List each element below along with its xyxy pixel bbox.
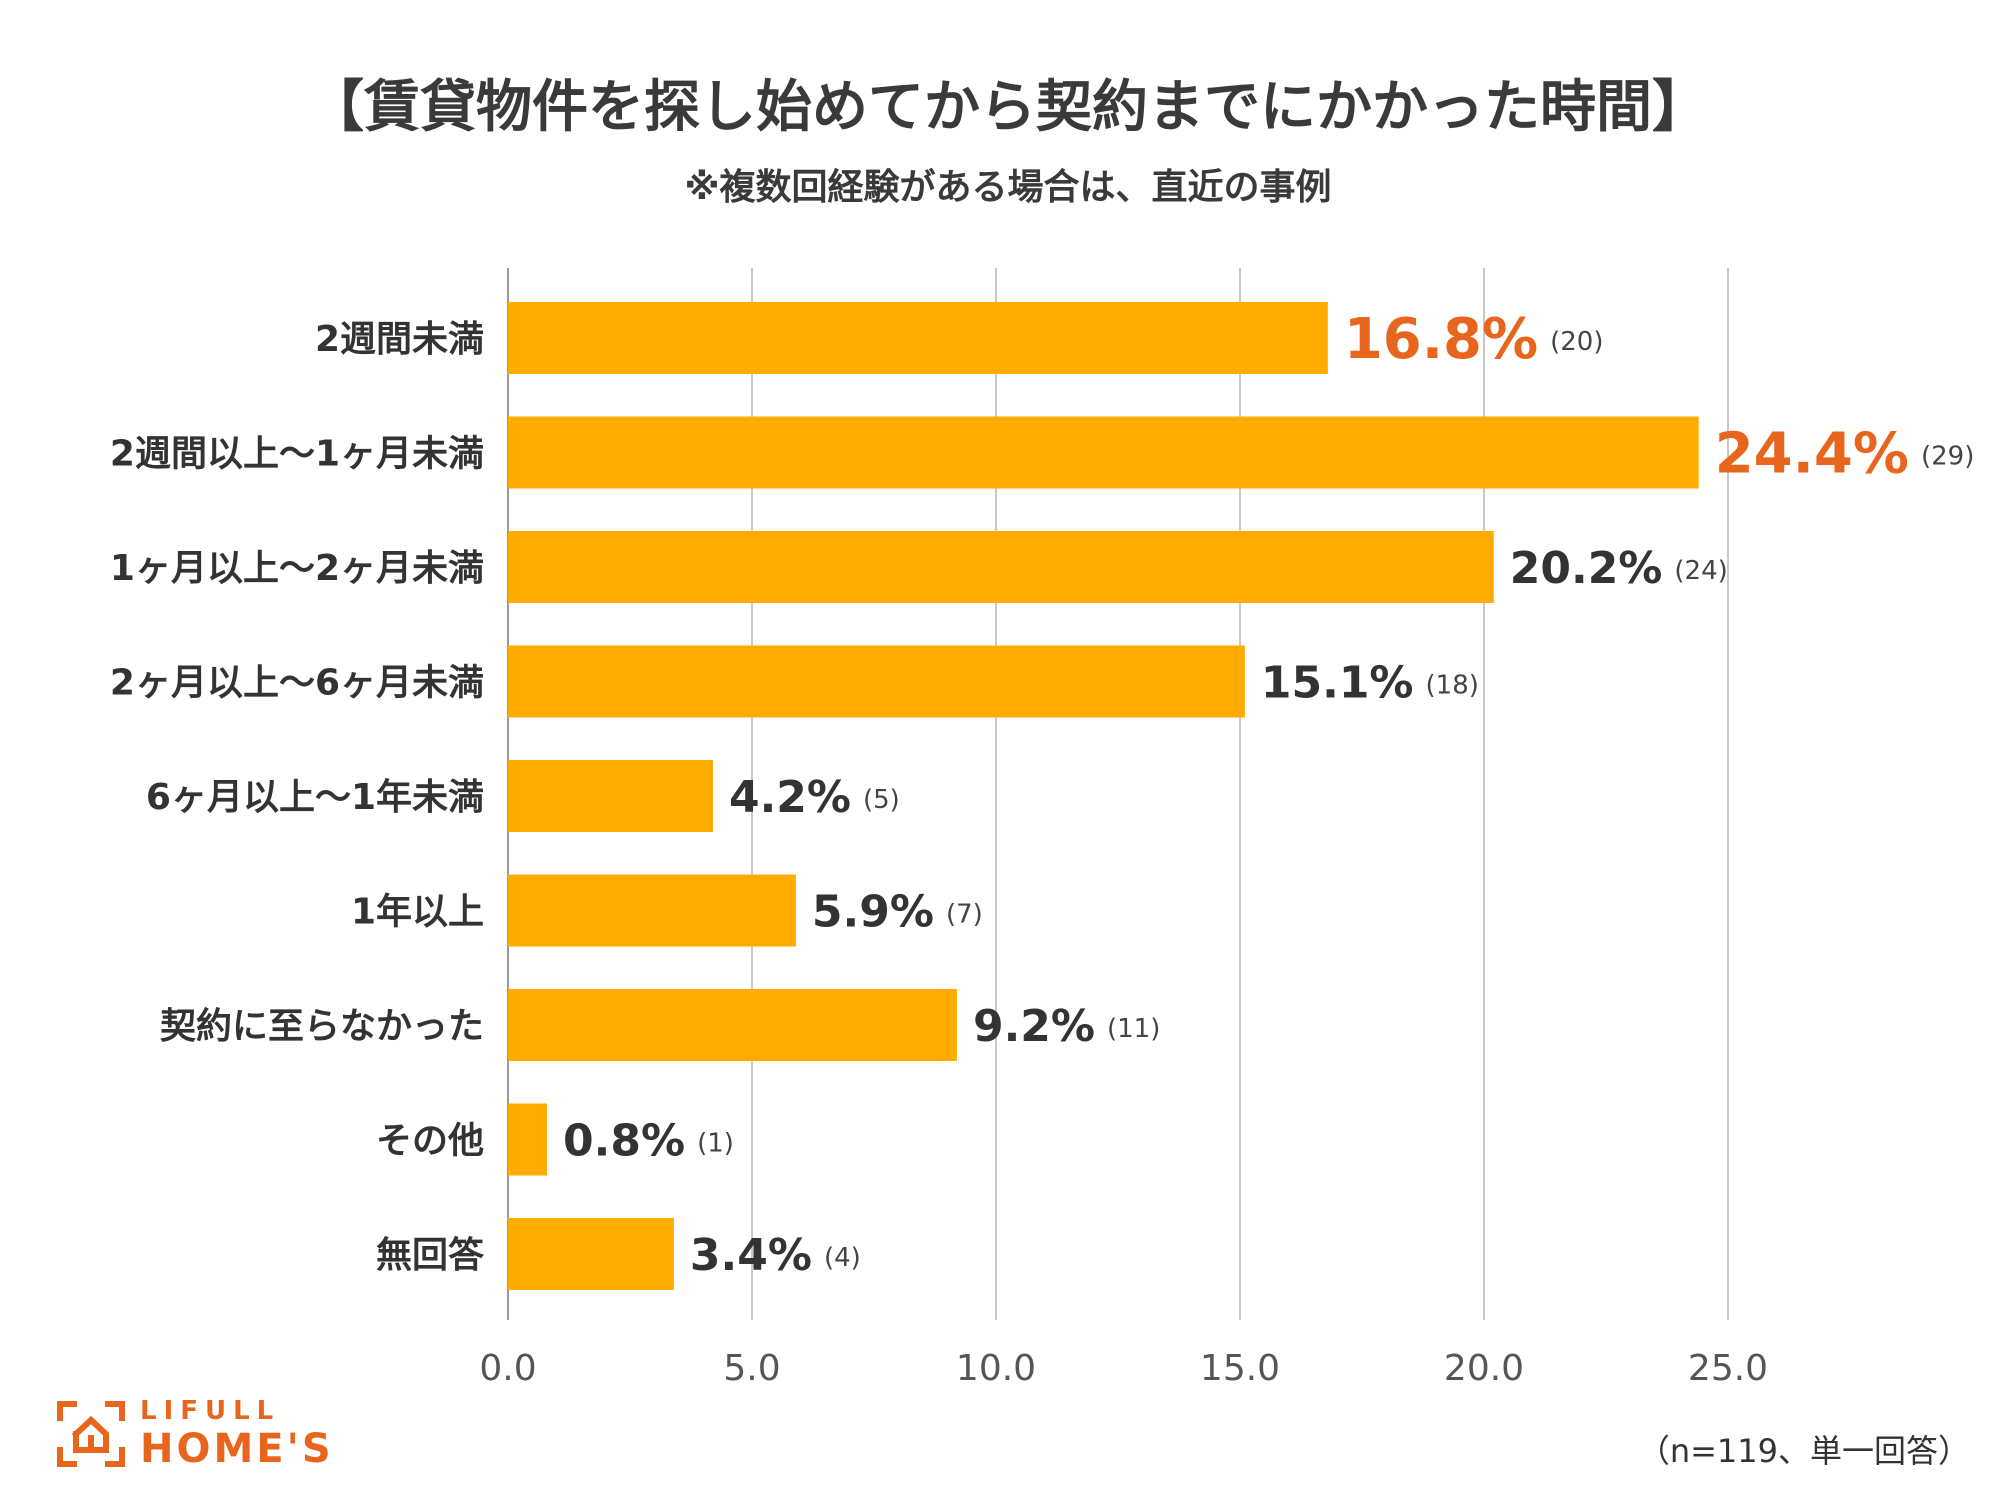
count-label: (11) (1107, 1014, 1160, 1044)
lifull-homes-logo: LIFULL HOME'S (56, 1396, 356, 1476)
sample-note: （n=119、単一回答） (1637, 1432, 1970, 1470)
x-tick-label: 15.0 (1200, 1348, 1280, 1389)
x-tick-label: 25.0 (1688, 1348, 1768, 1389)
value-label: 20.2% (1510, 543, 1663, 594)
count-label: (29) (1921, 442, 1974, 472)
logo-text-homes: HOME'S (140, 1426, 334, 1472)
chart-title: 【賃貸物件を探し始めてから契約までにかかった時間】 (308, 75, 1708, 140)
value-label: 15.1% (1261, 658, 1414, 709)
bar (508, 302, 1328, 374)
bar (508, 760, 713, 832)
value-label: 3.4% (690, 1230, 812, 1281)
count-label: (1) (697, 1129, 734, 1159)
category-label: 契約に至らなかった (160, 1006, 484, 1047)
bar (508, 1103, 548, 1176)
house-logo-icon (57, 1401, 125, 1467)
x-tick-label: 5.0 (723, 1348, 780, 1389)
count-label: (4) (824, 1243, 861, 1273)
count-label: (18) (1426, 671, 1479, 701)
chart-subtitle: ※複数回経験がある場合は、直近の事例 (684, 167, 1332, 208)
value-label: 4.2% (729, 772, 851, 823)
category-label: 2週間未満 (315, 319, 484, 360)
category-label: 無回答 (376, 1235, 485, 1276)
value-label: 9.2% (973, 1001, 1095, 1052)
bar (508, 874, 796, 947)
logo-text-lifull: LIFULL (140, 1396, 281, 1426)
bar (508, 645, 1245, 718)
category-label: 1年以上 (351, 892, 484, 933)
bar (508, 1218, 674, 1290)
count-label: (24) (1674, 556, 1727, 586)
bar (508, 989, 957, 1061)
bar (508, 416, 1699, 489)
count-label: (5) (863, 785, 900, 815)
x-tick-label: 0.0 (479, 1348, 536, 1389)
category-label: 1ヶ月以上～2ヶ月未満 (110, 548, 484, 589)
count-label: (20) (1550, 327, 1603, 357)
category-label: その他 (376, 1121, 484, 1162)
value-label: 24.4% (1715, 422, 1909, 487)
bar (508, 531, 1494, 603)
x-tick-label: 20.0 (1444, 1348, 1524, 1389)
category-label: 6ヶ月以上～1年未満 (146, 777, 484, 818)
value-label: 5.9% (812, 887, 934, 938)
category-label: 2ヶ月以上～6ヶ月未満 (110, 663, 484, 704)
category-label: 2週間以上～1ヶ月未満 (110, 434, 484, 475)
value-label: 16.8% (1344, 307, 1538, 372)
value-label: 0.8% (563, 1116, 685, 1167)
count-label: (7) (946, 900, 983, 930)
x-tick-label: 10.0 (956, 1348, 1036, 1389)
